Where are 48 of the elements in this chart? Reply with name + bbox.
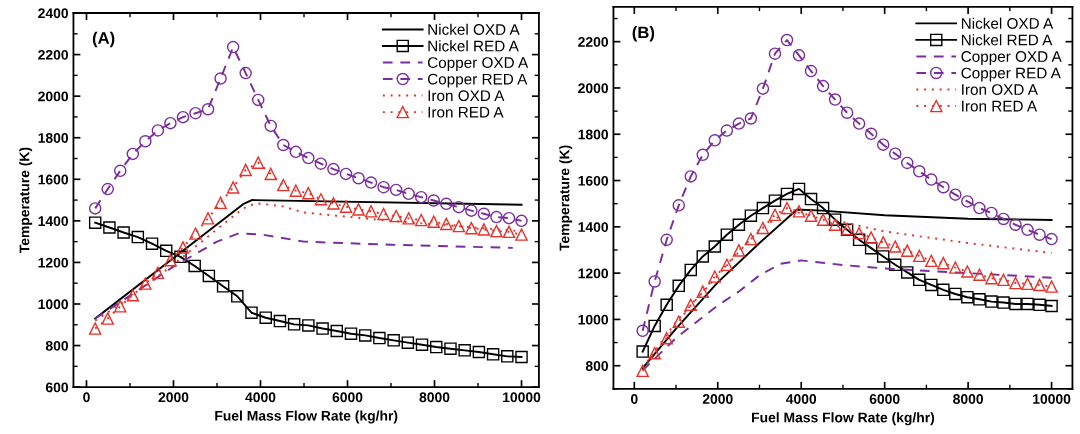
y-tick-label: 1000: [38, 299, 69, 310]
y-tick-label: 2400: [38, 8, 69, 19]
x-tick-label: 8000: [419, 392, 450, 403]
x-tick-label: 10000: [1033, 394, 1071, 404]
y-tick-label: 1400: [38, 216, 69, 227]
y-tick-label: 1600: [38, 174, 69, 185]
legend-label: Nickel OXD A: [428, 23, 520, 35]
y-tick-label: 2200: [38, 49, 69, 60]
x-axis-title: Fuel Mass Flow Rate (kg/hr): [752, 412, 935, 426]
x-tick-label: 4000: [785, 394, 817, 404]
x-tick-label: 0: [630, 394, 638, 404]
legend-label: Iron RED A: [428, 106, 504, 118]
x-tick-label: 4000: [245, 392, 276, 403]
y-tick-label: 1800: [578, 129, 609, 140]
y-tick-label: 2000: [578, 83, 609, 94]
x-tick-label: 2000: [158, 392, 189, 403]
legend-label: Iron RED A: [962, 100, 1038, 112]
legend-label: Copper RED A: [961, 67, 1061, 82]
y-tick-label: 600: [45, 382, 69, 393]
legend-label: Nickel RED A: [961, 34, 1053, 46]
x-tick-label: 10000: [503, 392, 541, 403]
x-tick-label: 8000: [953, 394, 983, 404]
x-tick-label: 6000: [869, 394, 900, 404]
legend-label: Iron OXD A: [428, 90, 505, 102]
x-tick-label: 6000: [332, 392, 363, 403]
y-tick-label: 1800: [38, 133, 69, 143]
y-axis-title: Temperature (K): [559, 145, 573, 251]
legend-label: Nickel RED A: [428, 40, 519, 52]
legend-label: Copper RED A: [427, 73, 528, 88]
x-tick-label: 0: [83, 392, 90, 403]
y-tick-label: 2200: [578, 37, 609, 47]
y-tick-label: 800: [585, 361, 609, 371]
y-tick-label: 1600: [578, 175, 609, 186]
legend-label: Copper OXD A: [427, 57, 529, 72]
legend-label: Nickel OXD A: [961, 17, 1054, 29]
y-tick-label: 1000: [578, 314, 609, 325]
legend-label: Iron OXD A: [962, 84, 1038, 95]
x-tick-label: 2000: [702, 394, 733, 404]
y-tick-label: 1200: [578, 268, 609, 279]
annotation: (A): [92, 31, 115, 48]
y-axis-title: Temperature (K): [19, 147, 33, 254]
annotation: (B): [632, 26, 655, 42]
y-tick-label: 1400: [578, 222, 609, 233]
y-tick-label: 800: [45, 340, 69, 351]
legend-label: Copper OXD A: [961, 51, 1062, 65]
y-tick-label: 1200: [38, 257, 69, 268]
y-tick-label: 2000: [38, 91, 69, 102]
x-axis-title: Fuel Mass Flow Rate (kg/hr): [215, 410, 398, 424]
